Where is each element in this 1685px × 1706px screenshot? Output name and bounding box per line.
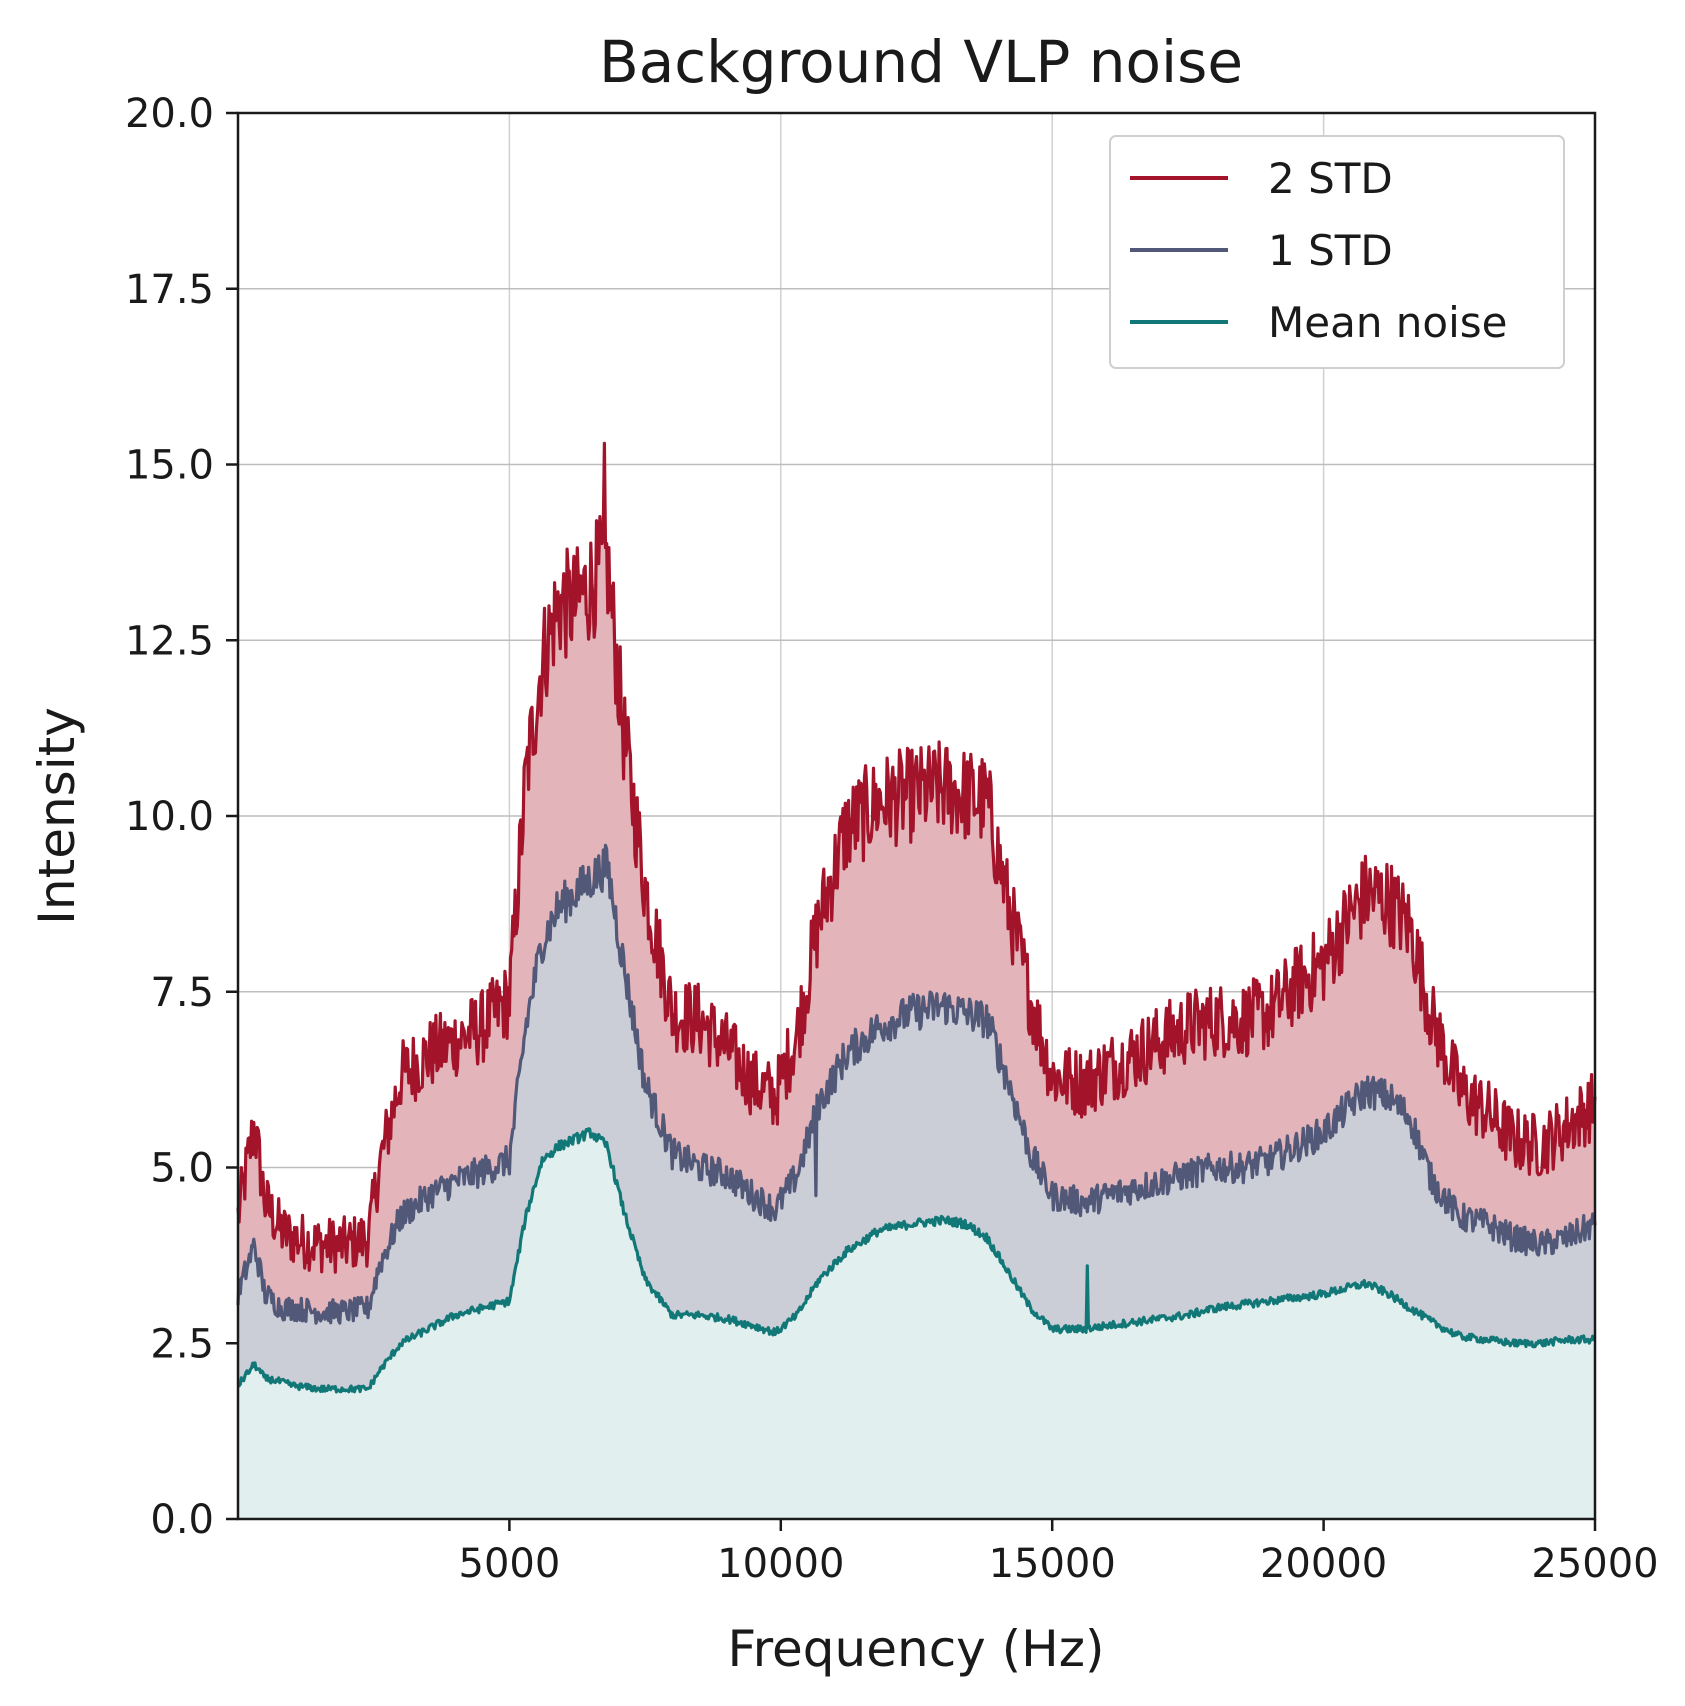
y-tick-label: 15.0 xyxy=(125,443,214,489)
x-tick-label: 15000 xyxy=(989,1541,1116,1587)
y-axis-ticks: 0.0 2.5 5.0 7.5 10.0 12.5 15.0 17.5 20.0 xyxy=(125,91,238,1543)
chart-title: Background VLP noise xyxy=(599,28,1243,96)
y-tick-label: 7.5 xyxy=(150,970,214,1016)
y-tick-label: 5.0 xyxy=(150,1146,214,1192)
x-tick-label: 20000 xyxy=(1260,1541,1387,1587)
legend: 2 STD 1 STD Mean noise xyxy=(1109,135,1565,369)
series-fill-areas xyxy=(238,443,1595,1519)
line-mean-noise xyxy=(237,1127,1596,1394)
legend-label: 1 STD xyxy=(1268,226,1393,275)
x-axis-title: Frequency (Hz) xyxy=(727,1620,1104,1678)
y-tick-label: 20.0 xyxy=(125,91,214,137)
x-tick-label: 5000 xyxy=(459,1541,561,1587)
legend-label: 2 STD xyxy=(1268,154,1393,203)
x-tick-label: 10000 xyxy=(717,1541,844,1587)
series-lines xyxy=(236,441,1597,1394)
y-tick-label: 17.5 xyxy=(125,267,214,313)
y-tick-label: 2.5 xyxy=(150,1321,214,1367)
y-axis-title: Intensity xyxy=(28,707,86,925)
legend-label: Mean noise xyxy=(1268,298,1508,347)
line-1-std xyxy=(236,843,1597,1325)
y-tick-label: 0.0 xyxy=(150,1497,214,1543)
legend-box xyxy=(1109,135,1565,369)
line-2-std xyxy=(236,441,1597,1274)
area-mean-noise xyxy=(238,1128,1595,1519)
x-axis-ticks: 5000 10000 15000 20000 25000 xyxy=(459,1519,1659,1587)
y-tick-label: 12.5 xyxy=(125,618,214,664)
x-tick-label: 25000 xyxy=(1531,1541,1658,1587)
y-tick-label: 10.0 xyxy=(125,794,214,840)
